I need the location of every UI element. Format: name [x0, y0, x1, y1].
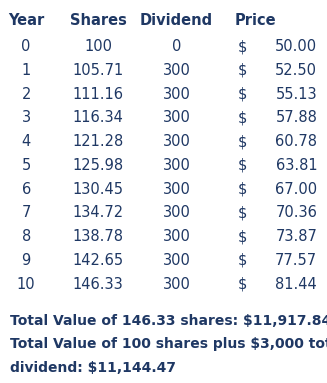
Text: 138.78: 138.78: [73, 229, 124, 244]
Text: $: $: [237, 182, 247, 196]
Text: $: $: [237, 277, 247, 291]
Text: 300: 300: [163, 229, 191, 244]
Text: 300: 300: [163, 63, 191, 78]
Text: 134.72: 134.72: [73, 205, 124, 220]
Text: 9: 9: [22, 253, 31, 268]
Text: 60.78: 60.78: [275, 134, 317, 149]
Text: 300: 300: [163, 110, 191, 125]
Text: 67.00: 67.00: [275, 182, 317, 196]
Text: 130.45: 130.45: [73, 182, 124, 196]
Text: $: $: [237, 134, 247, 149]
Text: 1: 1: [22, 63, 31, 78]
Text: 77.57: 77.57: [275, 253, 317, 268]
Text: 300: 300: [163, 277, 191, 291]
Text: 63.81: 63.81: [276, 158, 317, 173]
Text: $: $: [237, 158, 247, 173]
Text: 4: 4: [22, 134, 31, 149]
Text: 146.33: 146.33: [73, 277, 124, 291]
Text: dividend: $11,144.47: dividend: $11,144.47: [10, 361, 176, 375]
Text: $: $: [237, 229, 247, 244]
Text: 300: 300: [163, 253, 191, 268]
Text: 100: 100: [84, 39, 112, 54]
Text: 3: 3: [22, 110, 31, 125]
Text: 2: 2: [22, 87, 31, 101]
Text: 142.65: 142.65: [73, 253, 124, 268]
Text: 300: 300: [163, 87, 191, 101]
Text: Price: Price: [234, 13, 276, 28]
Text: 300: 300: [163, 182, 191, 196]
Text: Total Value of 100 shares plus $3,000 total: Total Value of 100 shares plus $3,000 to…: [10, 337, 327, 352]
Text: 7: 7: [22, 205, 31, 220]
Text: 10: 10: [17, 277, 35, 291]
Text: Shares: Shares: [70, 13, 127, 28]
Text: 5: 5: [22, 158, 31, 173]
Text: $: $: [237, 87, 247, 101]
Text: 105.71: 105.71: [73, 63, 124, 78]
Text: 70.36: 70.36: [275, 205, 317, 220]
Text: 52.50: 52.50: [275, 63, 317, 78]
Text: 116.34: 116.34: [73, 110, 124, 125]
Text: 73.87: 73.87: [275, 229, 317, 244]
Text: 125.98: 125.98: [73, 158, 124, 173]
Text: 57.88: 57.88: [275, 110, 317, 125]
Text: 6: 6: [22, 182, 31, 196]
Text: 300: 300: [163, 205, 191, 220]
Text: 50.00: 50.00: [275, 39, 317, 54]
Text: $: $: [237, 110, 247, 125]
Text: Dividend: Dividend: [140, 13, 213, 28]
Text: 8: 8: [22, 229, 31, 244]
Text: $: $: [237, 253, 247, 268]
Text: 300: 300: [163, 158, 191, 173]
Text: $: $: [237, 39, 247, 54]
Text: $: $: [237, 63, 247, 78]
Text: 111.16: 111.16: [73, 87, 124, 101]
Text: $: $: [237, 205, 247, 220]
Text: 300: 300: [163, 134, 191, 149]
Text: 81.44: 81.44: [275, 277, 317, 291]
Text: 0: 0: [172, 39, 181, 54]
Text: 0: 0: [22, 39, 31, 54]
Text: Total Value of 146.33 shares: $11,917.84: Total Value of 146.33 shares: $11,917.84: [10, 314, 327, 328]
Text: 55.13: 55.13: [276, 87, 317, 101]
Text: Year: Year: [8, 13, 44, 28]
Text: 121.28: 121.28: [73, 134, 124, 149]
